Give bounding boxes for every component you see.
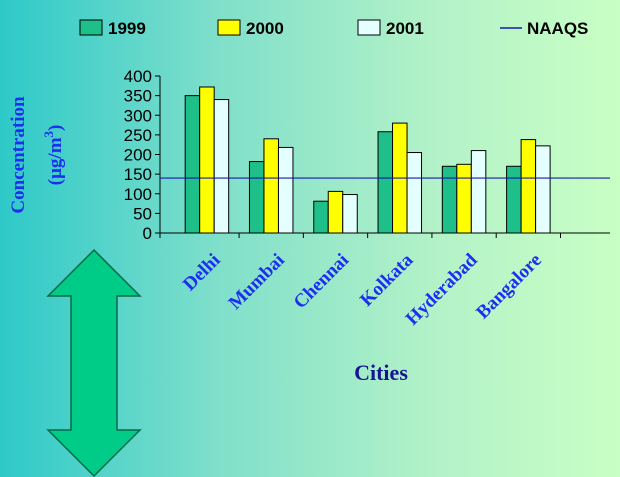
bar-mumbai-1999 (248, 161, 265, 234)
x-category-label-mumbai: Mumbai (225, 250, 289, 314)
bar-kolkata-2001 (406, 152, 423, 234)
y-axis-title-close: ) (45, 125, 66, 131)
y-tick-label: 100 (124, 185, 152, 204)
x-category-label-delhi: Delhi (179, 250, 224, 295)
legend-label-1999: 1999 (108, 19, 146, 38)
legend-label-naaqs: NAAQS (527, 19, 588, 38)
y-axis-title-superscript: 3 (41, 130, 56, 137)
y-tick-label: 150 (124, 165, 152, 184)
bar-mumbai-2000 (263, 138, 279, 234)
bar-chennai-1999 (313, 200, 329, 234)
y-tick-label: 250 (124, 126, 152, 145)
x-axis-title: Cities (354, 360, 408, 385)
x-category-label-bangalore: Bangalore (472, 250, 546, 324)
x-category-label-chennai: Chennai (290, 250, 353, 313)
bar-bangalore-2000 (520, 139, 537, 234)
y-axis-title-unit: (µg/m (45, 137, 66, 185)
bar-bangalore-1999 (506, 165, 522, 234)
y-tick-label: 350 (124, 87, 152, 106)
y-axis-title: Concentration (µg/m3) (8, 96, 66, 214)
bar-delhi-2001 (213, 99, 230, 234)
double-vertical-arrow-icon (46, 248, 142, 477)
y-tick-label: 300 (124, 106, 152, 125)
bar-hyderabad-2001 (470, 150, 487, 234)
y-axis-title-line2: (µg/m3) (41, 125, 66, 186)
plot-area (159, 76, 610, 238)
bar-kolkata-1999 (377, 131, 394, 234)
legend-swatch-2001 (357, 19, 381, 36)
bar-hyderabad-2000 (456, 163, 472, 234)
bar-delhi-2000 (199, 86, 215, 234)
y-tick-label: 400 (124, 67, 152, 86)
bar-bangalore-2001 (535, 145, 551, 234)
bar-chennai-2000 (327, 190, 344, 234)
x-category-label-kolkata: Kolkata (356, 249, 417, 310)
y-tick-label: 50 (133, 204, 152, 223)
legend-label-2000: 2000 (246, 19, 284, 38)
legend-swatch-1999 (79, 19, 103, 36)
y-axis-title-line1: Concentration (8, 96, 29, 214)
legend-label-2001: 2001 (386, 19, 424, 38)
legend-swatch-2000 (217, 19, 241, 36)
bar-chennai-2001 (342, 194, 358, 234)
y-tick-label: 200 (124, 146, 152, 165)
legend: 1999 2000 2001 NAAQS (79, 19, 588, 38)
y-tick-label: 0 (143, 224, 152, 243)
x-axis-categories: Delhi Mumbai Chennai KolkataHyderabadBangal… (179, 249, 546, 329)
bar-mumbai-2001 (277, 146, 294, 234)
bar-hyderabad-1999 (441, 165, 458, 234)
bar-delhi-1999 (184, 95, 201, 234)
